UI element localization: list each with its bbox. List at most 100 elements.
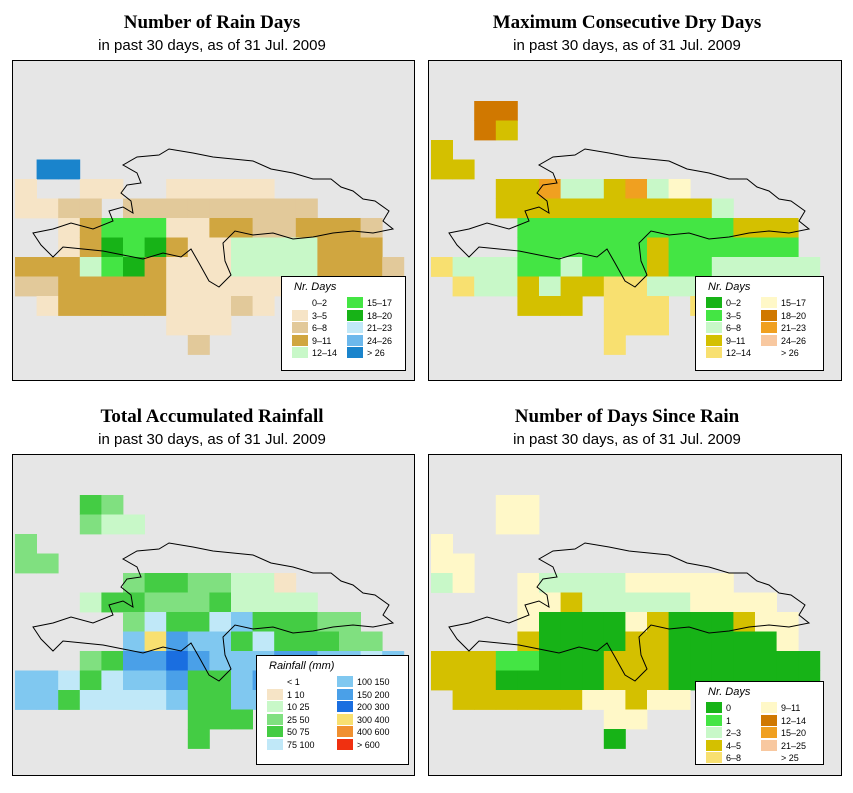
grid-cell — [625, 218, 648, 238]
panel-title: Number of Days Since Rain — [514, 406, 740, 427]
legend-label: 25 50 — [287, 714, 310, 725]
grid-cell — [274, 218, 297, 238]
legend-swatch — [706, 297, 722, 308]
grid-cell — [317, 237, 340, 258]
legend-label: 100 150 — [357, 677, 390, 687]
legend-label: 9–11 — [312, 335, 332, 346]
grid-cell — [274, 198, 297, 219]
grid-cell — [711, 218, 734, 238]
legend-swatch — [761, 727, 777, 738]
legend-title: Nr. Days — [708, 281, 751, 293]
legend: Nr. Days 0 1 2–3 4–5 6–8 9–11 12–14 15–20 21–25 >… — [695, 681, 824, 765]
legend-label: 24–26 — [367, 335, 393, 346]
grid-cell — [625, 315, 648, 336]
grid-cell — [166, 690, 189, 710]
grid-cell — [495, 670, 518, 691]
grid-cell — [252, 198, 275, 219]
legend-swatch — [347, 322, 363, 333]
legend-label: 75 100 — [287, 739, 315, 750]
legend: Nr. Days 0–2 3–5 6–8 9–11 12–14 15–17 18–20 21–… — [695, 276, 824, 371]
grid-cell — [452, 276, 475, 297]
grid-cell — [144, 276, 167, 297]
grid-cell — [474, 101, 497, 121]
grid-cell — [339, 218, 361, 238]
grid-cell — [776, 651, 799, 671]
grid-cell — [209, 179, 232, 199]
grid-cell — [144, 612, 167, 632]
grid-cell — [339, 631, 361, 652]
grid-cell — [58, 690, 81, 710]
grid-cell — [668, 179, 691, 199]
grid-cell — [166, 276, 189, 297]
legend-swatch — [347, 334, 363, 346]
legend-label: > 600 — [357, 739, 380, 750]
grid-cell — [209, 651, 232, 671]
grid-cell — [776, 631, 799, 652]
grid-cell — [582, 257, 605, 277]
grid-cell — [231, 237, 253, 258]
grid-cell — [647, 651, 669, 671]
legend: Nr. Days 0–2 3–5 6–8 9–11 12–14 15–17 18–20 21–… — [281, 276, 406, 371]
legend-label: 6–8 — [312, 323, 328, 333]
grid-cell — [711, 198, 734, 219]
grid-cell — [79, 651, 102, 671]
grid-cell — [690, 651, 713, 671]
legend-label: 150 200 — [357, 689, 390, 700]
grid-cell — [15, 276, 37, 297]
panel-subtitle: in past 30 days, as of 31 Jul. 2009 — [98, 37, 326, 54]
legend-swatch — [706, 727, 722, 738]
grid-cell — [123, 612, 145, 632]
legend-swatch — [292, 347, 308, 358]
grid-cell — [517, 276, 540, 297]
grid-cell — [517, 670, 540, 691]
grid-cell — [603, 179, 626, 199]
grid-cell — [603, 276, 626, 297]
grid-cell — [539, 179, 561, 199]
grid-cell — [187, 237, 210, 258]
grid-cell — [79, 179, 102, 199]
grid-cell — [560, 296, 583, 316]
grid-cell — [517, 690, 540, 710]
grid-cell — [231, 631, 253, 652]
legend-swatch — [337, 676, 353, 687]
legend-label: 18–20 — [781, 310, 807, 321]
grid-cell — [187, 296, 210, 316]
panel-subtitle: in past 30 days, as of 31 Jul. 2009 — [513, 37, 741, 54]
grid-cell — [209, 670, 232, 691]
grid-cell — [711, 573, 734, 593]
grid-cell — [625, 670, 648, 691]
grid-cell — [101, 237, 124, 258]
grid-cell — [539, 592, 561, 613]
grid-cell — [474, 651, 497, 671]
grid-cell — [209, 592, 232, 613]
grid-cell — [79, 495, 102, 515]
grid-cell — [539, 218, 561, 238]
grid-cell — [711, 257, 734, 277]
grid-cell — [647, 612, 669, 632]
grid-cell — [452, 553, 475, 574]
legend-swatch — [706, 714, 722, 726]
panel-title: Maximum Consecutive Dry Days — [492, 12, 762, 33]
grid-cell — [144, 651, 167, 671]
grid-cell — [582, 573, 605, 593]
grid-cell — [690, 573, 713, 593]
grid-cell — [603, 218, 626, 238]
grid-cell — [603, 335, 626, 355]
grid-cell — [187, 335, 210, 355]
grid-cell — [668, 257, 691, 277]
grid-cell — [187, 709, 210, 730]
grid-cell — [431, 553, 453, 574]
grid-cell — [517, 179, 540, 199]
legend-swatch — [337, 726, 353, 737]
grid-cell — [317, 612, 340, 632]
grid-cell — [517, 573, 540, 593]
grid-cell — [668, 276, 691, 297]
grid-cell — [776, 612, 799, 632]
grid-cell — [711, 651, 734, 671]
grid-cell — [733, 592, 756, 613]
grid-cell — [517, 237, 540, 258]
grid-cell — [603, 670, 626, 691]
grid-cell — [79, 592, 102, 613]
legend-label: 6–8 — [726, 753, 742, 763]
grid-cell — [668, 690, 691, 710]
